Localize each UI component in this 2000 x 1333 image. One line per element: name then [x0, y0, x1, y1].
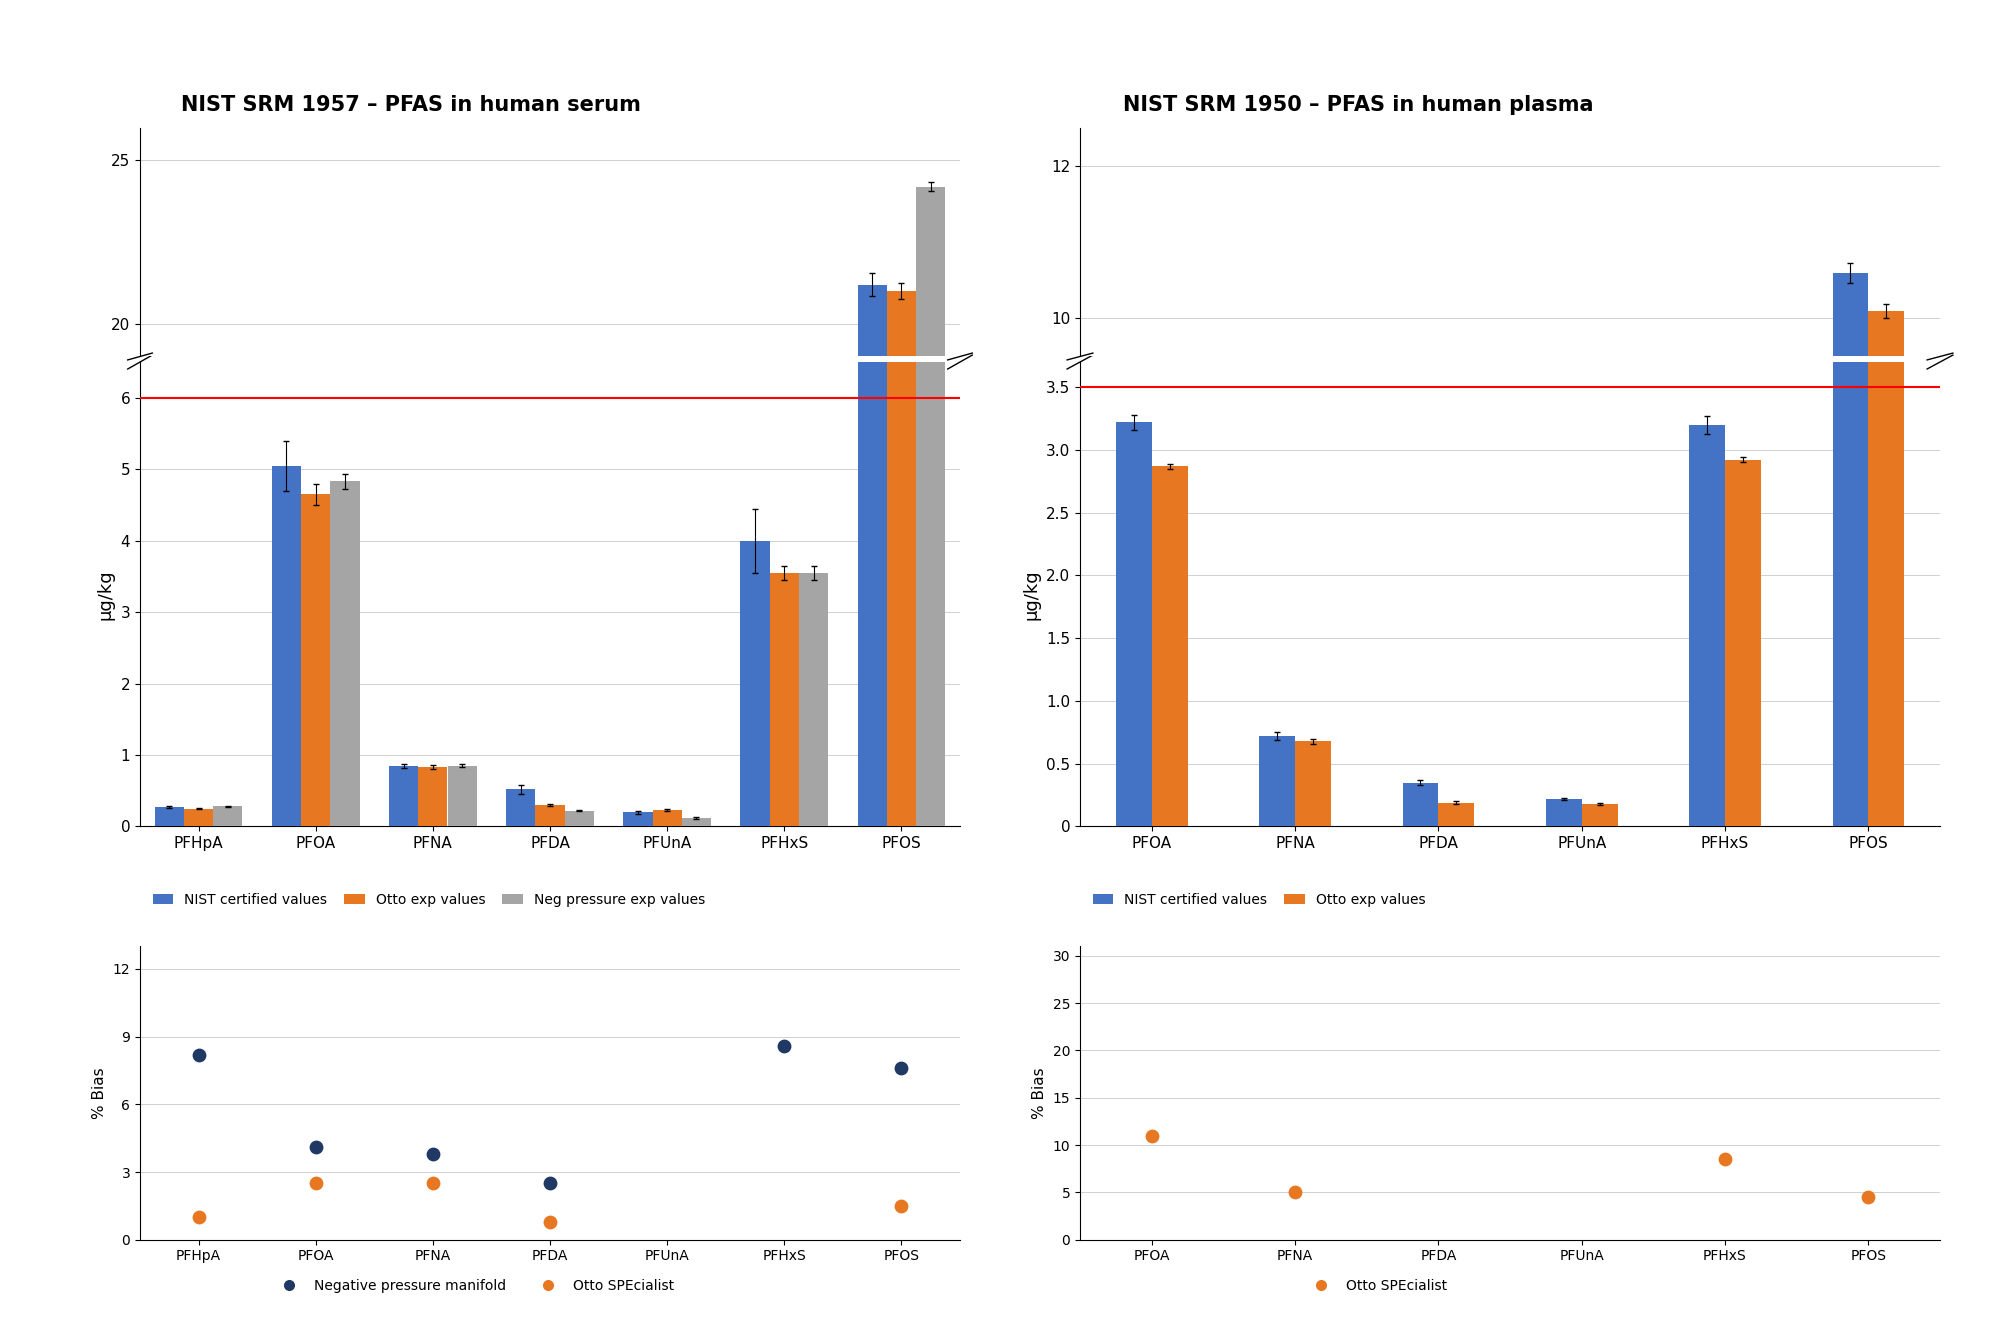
Bar — [1438, 1066, 1474, 1081]
Legend: Negative pressure manifold, Otto SPEcialist: Negative pressure manifold, Otto SPEcial… — [270, 1274, 680, 1298]
Bar — [536, 968, 564, 977]
Point — [1280, 1182, 1312, 1204]
Bar — [858, 0, 886, 826]
Bar — [418, 768, 448, 826]
Bar — [770, 861, 798, 977]
Bar — [652, 970, 682, 977]
Y-axis label: % Bias: % Bias — [1032, 1068, 1048, 1118]
Bar — [448, 949, 476, 977]
Bar — [1582, 1068, 1618, 1081]
Bar — [624, 970, 652, 977]
Point — [416, 1173, 448, 1194]
Bar — [682, 818, 712, 826]
Bar — [564, 810, 594, 826]
Legend: NIST certified values, Otto exp values: NIST certified values, Otto exp values — [1086, 888, 1432, 912]
Point — [768, 1034, 800, 1056]
Bar — [740, 846, 770, 977]
Bar — [388, 949, 418, 977]
Bar — [1582, 804, 1618, 826]
Bar — [798, 573, 828, 826]
Y-axis label: μg/kg: μg/kg — [1022, 569, 1040, 620]
Point — [1708, 1149, 1740, 1170]
Bar — [506, 960, 536, 977]
Bar — [916, 187, 946, 977]
Bar — [536, 805, 564, 826]
Bar — [1260, 1026, 1296, 1081]
Bar — [330, 820, 360, 977]
Bar — [1296, 1029, 1330, 1081]
Point — [300, 1137, 332, 1158]
Bar — [272, 465, 302, 826]
Bar — [214, 968, 242, 977]
Legend: NIST certified values, Otto exp values, Neg pressure exp values: NIST certified values, Otto exp values, … — [146, 888, 712, 912]
Bar — [1832, 273, 1868, 1081]
Bar — [184, 809, 214, 826]
Bar — [886, 291, 916, 977]
Bar — [418, 950, 448, 977]
Point — [416, 1144, 448, 1165]
Bar — [302, 825, 330, 977]
Bar — [886, 0, 916, 826]
Bar — [564, 970, 594, 977]
Bar — [740, 541, 770, 826]
Bar — [184, 969, 214, 977]
Bar — [858, 285, 886, 977]
Bar — [770, 573, 798, 826]
Bar — [624, 812, 652, 826]
Bar — [1116, 423, 1152, 826]
Text: NIST SRM 1950 – PFAS in human plasma: NIST SRM 1950 – PFAS in human plasma — [1124, 95, 1594, 115]
Bar — [1402, 782, 1438, 826]
Bar — [1868, 311, 1904, 1081]
Bar — [1724, 460, 1760, 826]
Bar — [506, 789, 536, 826]
Bar — [652, 810, 682, 826]
Bar — [1402, 1054, 1438, 1081]
Bar — [154, 808, 184, 826]
Bar — [1868, 0, 1904, 826]
Point — [300, 1173, 332, 1194]
Point — [182, 1044, 214, 1065]
Bar — [214, 806, 242, 826]
Bar — [798, 861, 828, 977]
Bar — [272, 812, 302, 977]
Point — [534, 1173, 566, 1194]
Bar — [1260, 736, 1296, 826]
Legend: Otto SPEcialist: Otto SPEcialist — [1302, 1274, 1454, 1298]
Bar — [388, 765, 418, 826]
Bar — [916, 0, 946, 826]
Bar — [154, 969, 184, 977]
Point — [534, 1210, 566, 1232]
Bar — [1690, 425, 1724, 826]
Point — [886, 1057, 918, 1078]
Bar — [1546, 1064, 1582, 1081]
Bar — [1546, 798, 1582, 826]
Point — [886, 1196, 918, 1217]
Bar — [1152, 862, 1188, 1081]
Bar — [1832, 0, 1868, 826]
Bar — [330, 481, 360, 826]
Y-axis label: % Bias: % Bias — [92, 1068, 108, 1118]
Bar — [1296, 741, 1330, 826]
Bar — [1438, 802, 1474, 826]
Bar — [448, 765, 476, 826]
Point — [182, 1206, 214, 1228]
Point — [1136, 1125, 1168, 1146]
Bar — [1690, 837, 1724, 1081]
Bar — [682, 973, 712, 977]
Text: NIST SRM 1957 – PFAS in human serum: NIST SRM 1957 – PFAS in human serum — [180, 95, 640, 115]
Point — [1852, 1186, 1884, 1208]
Y-axis label: μg/kg: μg/kg — [96, 569, 114, 620]
Bar — [1152, 467, 1188, 826]
Bar — [1116, 836, 1152, 1081]
Bar — [1724, 858, 1760, 1081]
Bar — [302, 495, 330, 826]
